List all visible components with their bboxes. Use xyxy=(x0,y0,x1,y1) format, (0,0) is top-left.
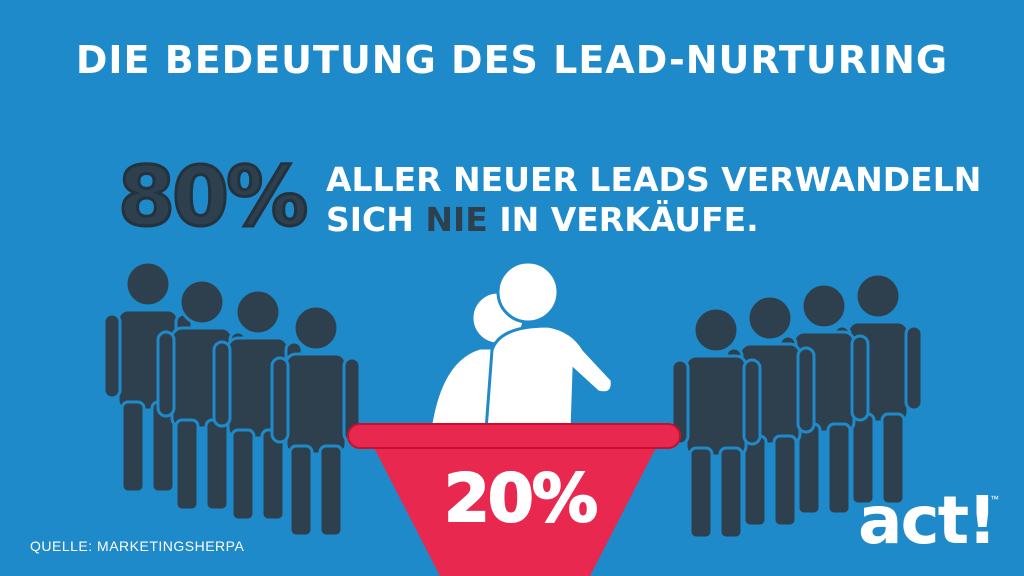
statement-emphasis: NIE xyxy=(425,200,488,239)
statement-line-2-pre: SICH xyxy=(326,200,426,239)
person-head-icon xyxy=(496,260,560,324)
stat-80-percent: 80% xyxy=(116,149,309,247)
converted-people xyxy=(428,260,614,432)
statement-line-1: ALLER NEUER LEADS VERWANDELN xyxy=(326,160,982,199)
person-body-icon xyxy=(484,324,614,432)
statement-line-2-post: IN VERKÄUFE. xyxy=(487,200,759,239)
statement-line-2: SICH NIE IN VERKÄUFE. xyxy=(326,200,981,240)
statement-text: ALLER NEUER LEADS VERWANDELN SICH NIE IN… xyxy=(326,160,981,240)
page-title: DIE BEDEUTUNG DES LEAD-NURTURING xyxy=(75,38,949,82)
left-crowd xyxy=(102,260,362,538)
trademark-mark: ™ xyxy=(990,494,999,504)
source-caption: QUELLE: MARKETINGSHERPA xyxy=(30,538,245,554)
funnel-icon xyxy=(347,423,681,576)
stat-20-percent: 20% xyxy=(443,459,599,538)
act-logo: act! xyxy=(858,482,997,559)
